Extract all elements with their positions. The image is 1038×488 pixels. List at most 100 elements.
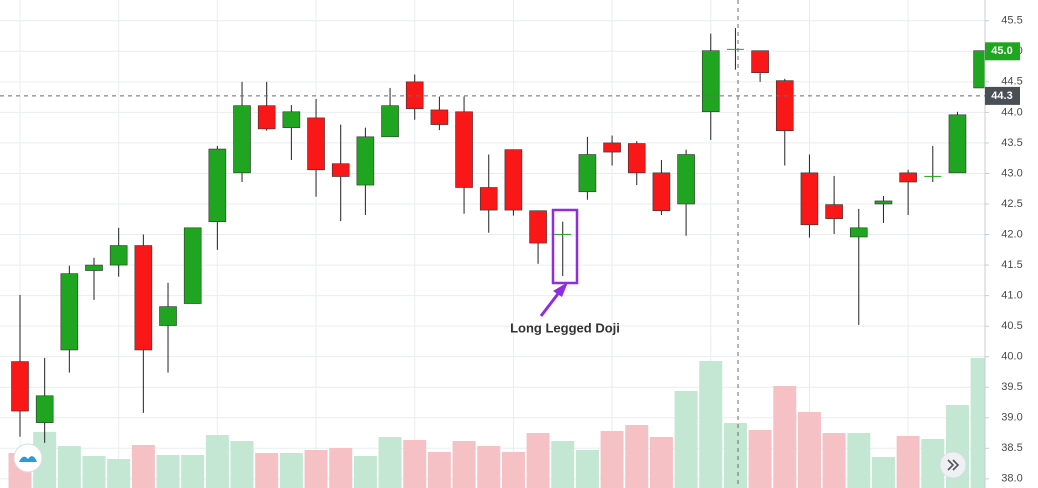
y-tick-label: 43.5 [1001,137,1022,149]
y-tick-label: 45.5 [1001,15,1022,27]
candle-body [455,111,473,188]
volume-bar [57,446,81,488]
candle-body [479,187,498,211]
candle-body [627,143,646,174]
volume-bar [600,431,624,488]
volume-bar [871,457,895,488]
candle-body [849,227,868,238]
candle-body [381,105,399,138]
candle-body [554,233,572,235]
candle-body [307,117,325,171]
y-tick-label: 42.5 [1001,198,1022,210]
volume-bar [255,453,279,488]
y-tick-label: 41.0 [1001,290,1022,302]
y-tick-label: 40.5 [1001,320,1022,332]
volume-bar [279,453,303,488]
y-tick-label: 40.0 [1001,351,1022,363]
volume-bar [822,433,846,488]
candle-body [11,361,29,412]
candle-body [701,50,720,113]
candle-body [924,175,942,177]
volume-bar [353,456,377,488]
candle-body [35,395,54,423]
candle-layer [11,28,985,443]
volume-bar [181,455,205,488]
candle-body [603,142,621,153]
candle-body [356,136,375,186]
volume-bar [773,386,797,488]
candle-body [751,50,769,73]
volume-bar [427,452,451,488]
volume-bar [551,441,575,488]
y-tick-label: 43.0 [1001,167,1022,179]
y-tick-label: 39.0 [1001,412,1022,424]
logo-button[interactable] [13,443,43,473]
candle-body [726,48,744,50]
last-price-tag [985,42,1020,61]
candle-body [85,264,103,271]
volume-bar [452,441,476,488]
candle-body [677,154,695,205]
volume-bar [847,433,871,488]
candle-body [973,50,985,89]
candle-body [208,148,227,223]
candle-body [529,210,547,244]
volume-bar [921,439,945,488]
annotation-text: Long Legged Doji [510,320,620,335]
volume-bar [649,437,673,488]
volume-bar [501,452,525,488]
volume-bar [82,456,106,488]
volume-bar [329,448,353,488]
candle-body [257,105,276,130]
candle-body [282,111,301,128]
volume-bar [107,459,131,488]
volume-bar [970,358,985,488]
candle-body [60,273,79,351]
candle-body [159,306,177,326]
logo-icon [19,456,37,462]
volume-bar [674,391,698,488]
crosshair-label: 44.3 [991,90,1012,102]
candle-body [825,204,843,219]
volume-bar [33,432,57,488]
candle-body [652,172,671,212]
volume-bar [230,441,254,488]
volume-bar [304,450,328,488]
volume-bar [477,446,501,488]
volume-bar [378,437,402,488]
annotation-arrow-head [553,282,568,297]
volume-bar [131,445,155,488]
crosshair-tag [985,86,1020,105]
candle-body [233,105,251,174]
candle-body [109,245,128,266]
candle-body [504,149,523,211]
volume-bar [699,361,723,488]
candle-body [405,81,424,110]
volume-layer [8,358,985,488]
candle-body [948,114,967,174]
y-tick-label: 44.0 [1001,106,1022,118]
candle-body [578,154,597,193]
y-tick-label: 42.0 [1001,228,1022,240]
annotation-box [551,208,579,285]
candle-body [800,172,819,226]
y-tick-label: 38.0 [1001,473,1022,485]
candle-body [874,200,893,205]
volume-bar [723,423,747,488]
candle-body [430,109,449,125]
last-price-label: 45.0 [991,45,1012,57]
volume-bar [403,440,427,488]
y-tick-label: 41.5 [1001,259,1022,271]
scroll-icon [947,459,960,471]
candle-body [899,172,917,183]
candle-body [134,245,153,351]
volume-bar [625,425,649,488]
volume-bar [797,412,821,488]
candle-body [331,163,350,177]
candle-body [775,80,794,132]
volume-bar [896,436,920,488]
candle-body [183,227,202,304]
volume-bar [526,433,550,488]
